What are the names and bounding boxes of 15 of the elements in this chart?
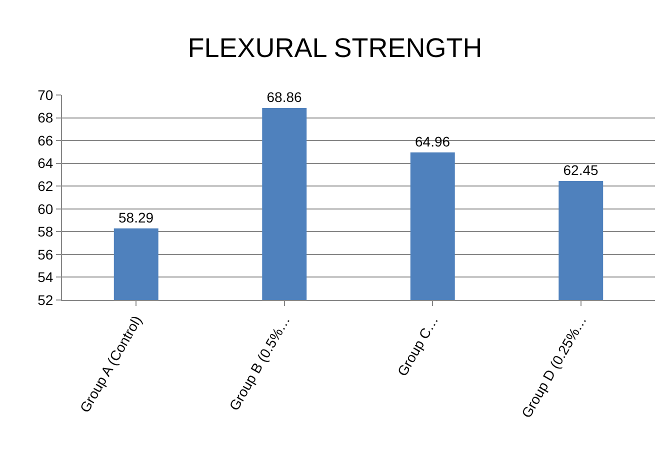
y-tick-label: 52 <box>38 292 54 308</box>
y-tick-label: 54 <box>38 269 54 286</box>
data-label: 58.29 <box>118 209 154 226</box>
y-tick-label: 68 <box>38 110 54 126</box>
y-tick-label: 66 <box>38 132 54 148</box>
data-label: 68.86 <box>266 88 302 105</box>
y-tick-label: 64 <box>38 155 54 172</box>
chart-title: FLEXURAL STRENGTH <box>188 32 482 63</box>
data-label: 62.45 <box>563 162 598 178</box>
y-tick-label: 56 <box>38 246 54 262</box>
y-tick-label: 70 <box>38 86 54 103</box>
data-label: 64.96 <box>415 133 450 150</box>
y-tick-label: 62 <box>38 178 54 194</box>
y-tick-label: 60 <box>38 200 54 217</box>
y-tick-label: 58 <box>38 224 54 240</box>
